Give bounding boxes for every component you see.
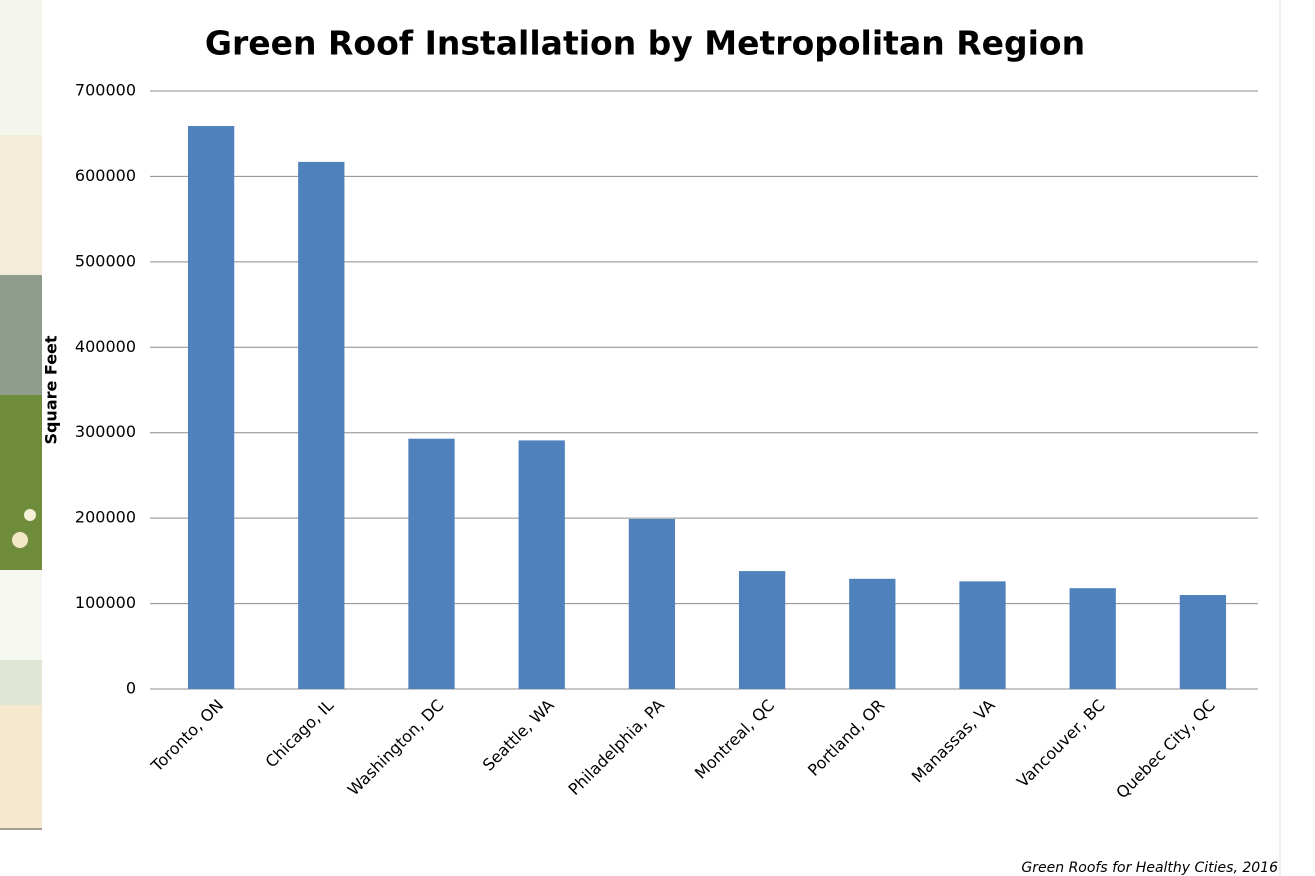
- x-tick-label: Philadelphia, PA: [565, 696, 668, 799]
- y-axis-label: Square Feet: [42, 335, 61, 444]
- chart-title: Green Roof Installation by Metropolitan …: [205, 24, 1085, 63]
- y-tick-label: 600000: [75, 166, 136, 185]
- x-tick-label: Washington, DC: [344, 696, 448, 800]
- x-tick-label: Chicago, IL: [262, 696, 338, 772]
- x-tick-label: Seattle, WA: [479, 696, 558, 775]
- x-tick-label: Toronto, ON: [147, 696, 227, 776]
- y-tick-label: 300000: [75, 422, 136, 441]
- bar: [628, 518, 676, 689]
- bar: [1179, 595, 1227, 689]
- bar: [187, 126, 235, 690]
- y-tick-label: 500000: [75, 251, 136, 270]
- bar: [959, 581, 1006, 689]
- bar: [298, 161, 345, 690]
- y-tick-label: 100000: [75, 593, 136, 612]
- source-note: Green Roofs for Healthy Cities, 2016: [1021, 860, 1278, 876]
- bar: [518, 440, 565, 689]
- x-tick-label: Montreal, QC: [691, 696, 778, 783]
- side-photo: [0, 0, 42, 830]
- x-tick-label: Manassas, VA: [908, 696, 999, 787]
- y-tick-label: 700000: [75, 81, 136, 100]
- y-tick-label: 0: [126, 679, 136, 698]
- x-tick-label: Vancouver, BC: [1013, 696, 1109, 792]
- bar: [408, 438, 455, 689]
- bar: [849, 578, 896, 689]
- y-tick-label: 400000: [75, 337, 136, 356]
- x-tick-label: Portland, OR: [804, 696, 888, 780]
- x-tick-label: Quebec City, QC: [1112, 696, 1219, 803]
- bar: [1069, 588, 1116, 689]
- bar: [738, 571, 786, 689]
- y-tick-label: 200000: [75, 508, 136, 527]
